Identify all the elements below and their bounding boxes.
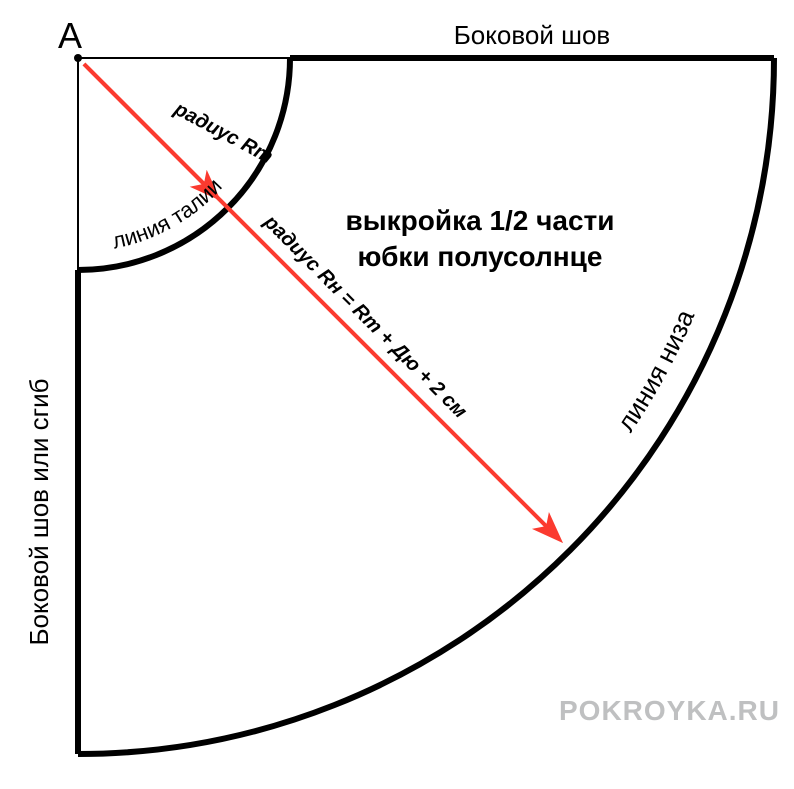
inner-radius-label: радиус Rт — [170, 98, 277, 169]
hem-curve-label: линия низа — [611, 305, 701, 437]
title-line1: выкройка 1/2 части — [346, 205, 615, 236]
title-line2: юбки полусолнце — [358, 241, 603, 272]
top-edge-label: Боковой шов — [454, 20, 611, 50]
waist-curve-label: линия талии — [110, 173, 227, 253]
watermark: POKROYKA.RU — [559, 695, 780, 726]
outer-radius-arrow — [84, 64, 557, 537]
point-a-label: А — [58, 15, 82, 56]
left-edge-label: Боковой шов или сгиб — [24, 378, 54, 645]
